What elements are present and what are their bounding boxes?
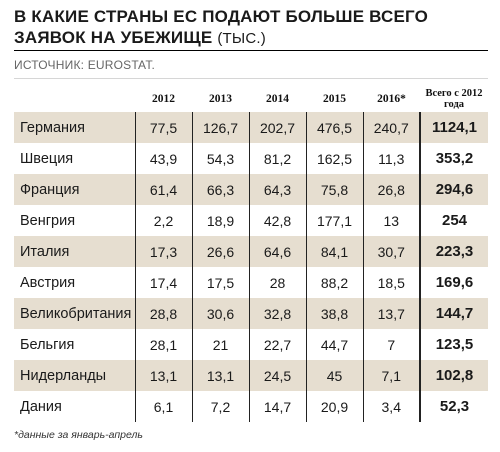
- header-year: 2014: [266, 93, 289, 105]
- year-value-cell: 17,5: [191, 267, 249, 298]
- country-cell: Германия: [14, 112, 135, 143]
- total-cell: 1124,1: [419, 112, 488, 143]
- country-cell: Бельгия: [20, 336, 75, 353]
- total-cell: 223,3: [419, 236, 488, 267]
- year-value-cell: 13: [362, 205, 420, 236]
- table-row: Италия 17,3 26,6 64,6 84,1 30,7 223,3: [14, 236, 488, 267]
- year-value-cell: 11,3: [362, 143, 420, 174]
- year-value-cell: 61,4: [134, 174, 192, 205]
- table-row: Венгрия 2,2 18,9 42,8 177,1 13 254: [14, 205, 488, 236]
- year-value-cell: 32,8: [248, 298, 306, 329]
- header-year: 2015: [323, 93, 346, 105]
- year-value-cell: 202,7: [248, 112, 306, 143]
- year-value-cell: 14,7: [248, 391, 306, 422]
- year-value-cell: 43,9: [134, 143, 192, 174]
- table-row: Германия 77,5 126,7 202,7 476,5 240,7 1124,1: [14, 112, 488, 143]
- table-header-row: 2012 2013 2014 2015 2016* Всего с 2012 г…: [14, 86, 488, 112]
- total-cell: 254: [419, 205, 488, 236]
- year-value-cell: 476,5: [305, 112, 363, 143]
- header-year: 2012: [152, 93, 175, 105]
- year-value-cell: 7,1: [362, 360, 420, 391]
- year-value-cell: 88,2: [305, 267, 363, 298]
- year-value-cell: 21: [191, 329, 249, 360]
- footnote: *данные за январь-апрель: [14, 429, 143, 441]
- year-value-cell: 26,8: [362, 174, 420, 205]
- total-cell: 144,7: [419, 298, 488, 329]
- year-value-cell: 44,7: [305, 329, 363, 360]
- year-value-cell: 84,1: [305, 236, 363, 267]
- year-value-cell: 54,3: [191, 143, 249, 174]
- table-row: Бельгия 28,1 21 22,7 44,7 7 123,5: [14, 329, 488, 360]
- title-line-1: В КАКИЕ СТРАНЫ ЕС ПОДАЮТ БОЛЬШЕ ВСЕГО: [14, 7, 429, 26]
- year-value-cell: 17,4: [134, 267, 192, 298]
- year-value-cell: 24,5: [248, 360, 306, 391]
- title-unit: (ТЫС.): [217, 30, 266, 47]
- total-cell: 294,6: [419, 174, 488, 205]
- year-value-cell: 77,5: [134, 112, 192, 143]
- year-value-cell: 45: [305, 360, 363, 391]
- page-title: В КАКИЕ СТРАНЫ ЕС ПОДАЮТ БОЛЬШЕ ВСЕГО ЗА…: [14, 6, 484, 49]
- country-cell: Австрия: [20, 274, 76, 291]
- source-divider: [14, 78, 488, 79]
- year-value-cell: 3,4: [362, 391, 420, 422]
- total-cell: 353,2: [419, 143, 488, 174]
- year-value-cell: 18,9: [191, 205, 249, 236]
- total-cell: 123,5: [419, 329, 488, 360]
- country-cell: Нидерланды: [14, 360, 135, 391]
- title-divider: [14, 50, 488, 51]
- country-cell: Дания: [20, 398, 62, 415]
- year-value-cell: 18,5: [362, 267, 420, 298]
- header-year: 2016*: [377, 93, 406, 105]
- year-value-cell: 177,1: [305, 205, 363, 236]
- year-value-cell: 17,3: [134, 236, 192, 267]
- country-cell: Швеция: [20, 150, 74, 167]
- year-value-cell: 66,3: [191, 174, 249, 205]
- year-value-cell: 162,5: [305, 143, 363, 174]
- year-value-cell: 30,6: [191, 298, 249, 329]
- title-line-2: ЗАЯВОК НА УБЕЖИЩЕ (ТЫС.): [14, 27, 484, 49]
- title-line-2-text: ЗАЯВОК НА УБЕЖИЩЕ: [14, 28, 213, 47]
- table-row: Франция 61,4 66,3 64,3 75,8 26,8 294,6: [14, 174, 488, 205]
- country-cell: Италия: [14, 236, 135, 267]
- year-value-cell: 30,7: [362, 236, 420, 267]
- year-value-cell: 28,1: [134, 329, 192, 360]
- table-row: Австрия 17,4 17,5 28 88,2 18,5 169,6: [14, 267, 488, 298]
- total-cell: 52,3: [419, 391, 488, 422]
- total-cell: 169,6: [419, 267, 488, 298]
- header-country: [14, 86, 135, 112]
- year-value-cell: 81,2: [248, 143, 306, 174]
- year-value-cell: 13,1: [191, 360, 249, 391]
- asylum-applications-table: 2012 2013 2014 2015 2016* Всего с 2012 г…: [14, 86, 488, 422]
- year-value-cell: 64,6: [248, 236, 306, 267]
- header-year: 2013: [209, 93, 232, 105]
- country-cell: Франция: [14, 174, 135, 205]
- country-cell: Венгрия: [20, 212, 76, 229]
- year-value-cell: 42,8: [248, 205, 306, 236]
- table-row: Великобритания 28,8 30,6 32,8 38,8 13,7 144,7: [14, 298, 488, 329]
- year-value-cell: 6,1: [134, 391, 192, 422]
- year-value-cell: 28,8: [134, 298, 192, 329]
- header-total: Всего с 2012 года: [425, 88, 483, 110]
- year-value-cell: 126,7: [191, 112, 249, 143]
- year-value-cell: 7: [362, 329, 420, 360]
- table-row: Дания 6,1 7,2 14,7 20,9 3,4 52,3: [14, 391, 488, 422]
- year-value-cell: 64,3: [248, 174, 306, 205]
- source-note: ИСТОЧНИК: EUROSTAT.: [14, 58, 156, 72]
- year-value-cell: 7,2: [191, 391, 249, 422]
- year-value-cell: 13,1: [134, 360, 192, 391]
- year-value-cell: 26,6: [191, 236, 249, 267]
- year-value-cell: 13,7: [362, 298, 420, 329]
- year-value-cell: 20,9: [305, 391, 363, 422]
- country-cell: Великобритания: [14, 298, 135, 329]
- table-row: Швеция 43,9 54,3 81,2 162,5 11,3 353,2: [14, 143, 488, 174]
- year-value-cell: 38,8: [305, 298, 363, 329]
- year-value-cell: 2,2: [134, 205, 192, 236]
- table-row: Нидерланды 13,1 13,1 24,5 45 7,1 102,8: [14, 360, 488, 391]
- year-value-cell: 240,7: [362, 112, 420, 143]
- year-value-cell: 28: [248, 267, 306, 298]
- year-value-cell: 22,7: [248, 329, 306, 360]
- year-value-cell: 75,8: [305, 174, 363, 205]
- total-cell: 102,8: [419, 360, 488, 391]
